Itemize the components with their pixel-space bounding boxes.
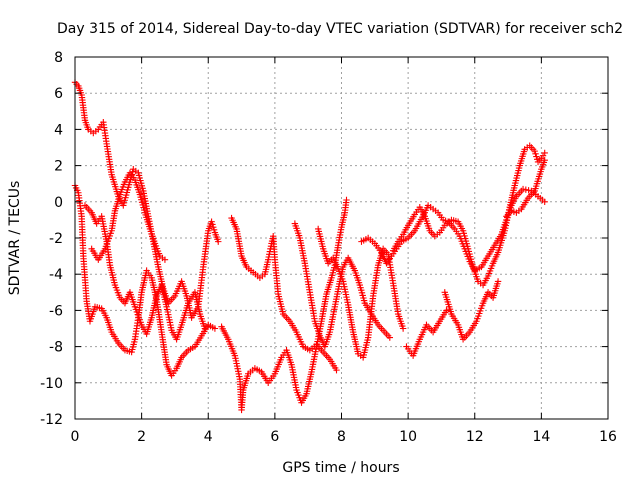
data-point [522, 186, 530, 193]
series-track-7 [291, 220, 394, 350]
y-tick-label: 4 [54, 122, 63, 138]
data-point [532, 150, 539, 158]
series-track-9 [358, 185, 548, 274]
x-tick-label: 4 [204, 429, 213, 445]
x-tick-label: 8 [337, 429, 346, 445]
data-point [208, 218, 215, 225]
data-point [343, 196, 350, 204]
x-tick-label: 14 [532, 429, 550, 445]
x-tick-label: 12 [466, 429, 484, 445]
data-point [386, 334, 394, 341]
data-point [265, 253, 272, 261]
data-point [443, 307, 450, 314]
x-tick-label: 10 [399, 429, 417, 445]
y-tick-label: -2 [49, 231, 63, 247]
chart-title: Day 315 of 2014, Sidereal Day-to-day VTE… [57, 21, 623, 37]
data-point [215, 238, 222, 245]
series-track-1 [71, 79, 222, 321]
data-point [494, 278, 502, 285]
data-point [533, 153, 540, 160]
series-track-3 [81, 202, 209, 343]
data-point [519, 185, 527, 193]
series-track-6 [218, 196, 350, 414]
data-point [210, 226, 218, 234]
data-point [201, 325, 209, 332]
data-point [161, 256, 169, 263]
data-point [210, 223, 217, 231]
data-point [541, 156, 548, 164]
axis-ticks: 0 2 4 6 8 10 12 14 16 -12 -10 -8 -6 -4 -2 0 2 4 6 8 [40, 50, 617, 445]
y-axis-label: SDTVAR / TECUs [7, 181, 23, 296]
series-track-4 [88, 169, 169, 263]
y-tick-label: 6 [54, 86, 63, 102]
x-axis-label: GPS time / hours [282, 460, 399, 476]
data-point [525, 187, 532, 194]
data-point [209, 221, 216, 228]
y-tick-label: -6 [49, 303, 63, 319]
series-track-10 [389, 142, 548, 289]
x-tick-label: 0 [71, 429, 80, 445]
y-tick-label: 2 [54, 159, 63, 175]
y-tick-label: -4 [49, 267, 63, 283]
data-point [211, 325, 219, 332]
data-point [399, 325, 407, 332]
y-tick-label: 8 [54, 50, 63, 66]
series-track-11 [403, 307, 450, 359]
series-track-12 [441, 278, 502, 343]
y-tick-label: -8 [49, 340, 63, 356]
y-tick-label: -12 [40, 412, 63, 428]
series-track-5 [228, 214, 340, 374]
data-point [531, 147, 538, 155]
data-point [265, 256, 272, 263]
data-point [541, 149, 548, 157]
series-track-2 [71, 182, 219, 379]
y-tick-label: 0 [54, 195, 63, 211]
series-track-8 [314, 225, 407, 361]
series-track-13 [503, 156, 548, 220]
data-point [333, 366, 340, 374]
x-tick-label: 6 [270, 429, 279, 445]
data-point [541, 198, 548, 205]
data-marks [71, 79, 548, 414]
x-tick-label: 2 [137, 429, 146, 445]
x-tick-label: 16 [599, 429, 617, 445]
y-tick-label: -10 [40, 376, 63, 392]
